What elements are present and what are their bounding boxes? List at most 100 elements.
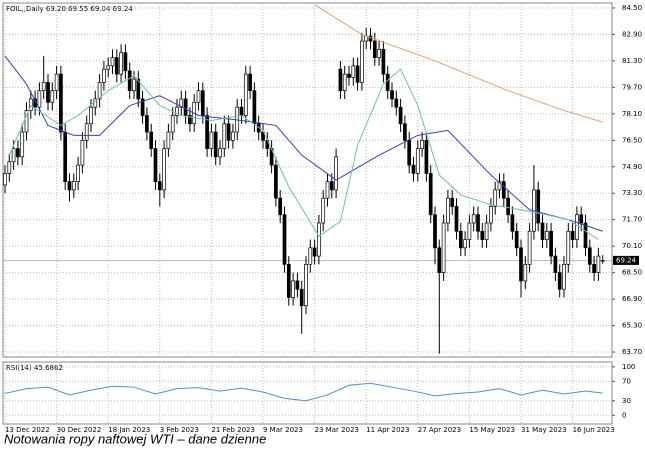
candle-body (317, 222, 321, 257)
candle-body (351, 65, 356, 78)
candle-body (557, 272, 562, 290)
candle-body (596, 255, 601, 273)
candle-body (458, 230, 463, 249)
candle-body (433, 214, 437, 249)
candle-body (360, 40, 364, 83)
chart-title: FOIL,,Daily 69.20 69.55 69.04 69.24 (6, 5, 133, 13)
candle-body (89, 106, 93, 125)
candle-body (566, 230, 571, 265)
candle-body (334, 156, 338, 191)
candle-body (450, 197, 455, 207)
candle-body (321, 197, 326, 224)
candle-body (312, 247, 317, 257)
line-series (314, 4, 603, 123)
x-tick-label: 27 Apr 2023 (418, 426, 461, 434)
x-tick-label: 23 Mar 2023 (315, 426, 359, 434)
candle-body (218, 148, 222, 158)
y-tick-label: 66.90 (622, 295, 642, 303)
candle-body (162, 148, 166, 191)
y-tick-label: 82.90 (622, 30, 642, 38)
line-series (4, 55, 603, 232)
candle-body (71, 181, 76, 191)
candle-body (342, 73, 347, 92)
candle-body (579, 214, 584, 224)
candle-body (149, 131, 154, 149)
candle-body (394, 98, 399, 108)
candle-body (454, 206, 459, 232)
y-tick-label: 70 (622, 377, 631, 385)
candle-body (274, 164, 278, 199)
y-tick-label: 84.50 (622, 4, 642, 12)
candle-body (463, 239, 467, 249)
candle-body (347, 73, 351, 78)
candle-body (106, 65, 111, 70)
candle-body (196, 90, 201, 103)
candle-body (140, 98, 145, 116)
candle-body (46, 82, 50, 103)
y-tick-label: 0 (622, 411, 626, 419)
candle-body (493, 189, 498, 207)
candle-body (540, 222, 545, 240)
rsi-title: RSI(14) 45.6862 (6, 364, 63, 372)
candle-body (407, 139, 412, 166)
y-tick-label: 74.90 (622, 163, 642, 171)
candle-body (377, 48, 381, 58)
candle-body (484, 222, 489, 240)
candle-body (544, 230, 549, 240)
last-price-box (613, 255, 639, 265)
candle-body (127, 70, 132, 92)
candle-body (390, 90, 394, 100)
candle-body (553, 255, 558, 273)
candle-body (329, 181, 334, 191)
candle-body (153, 148, 158, 183)
candle-body (519, 247, 523, 282)
y-tick-label: 100 (622, 363, 635, 371)
candle-body (536, 189, 541, 224)
candle-body (355, 65, 360, 83)
rsi-frame (2, 361, 613, 425)
candle-body (50, 90, 55, 103)
candle-body (80, 139, 85, 166)
candle-body (7, 161, 12, 174)
candle-body (213, 131, 218, 158)
candle-body (132, 78, 136, 92)
candle-body (385, 73, 390, 92)
y-tick-label: 65.30 (622, 322, 642, 330)
candle-body (261, 131, 265, 141)
candle-body (97, 82, 102, 100)
candle-body (20, 131, 25, 158)
candle-body (471, 214, 476, 224)
y-tick-label: 68.50 (622, 269, 642, 277)
candle-body (325, 181, 330, 199)
candle-body (291, 280, 295, 298)
candle-body (304, 264, 308, 307)
candle-body (338, 68, 343, 92)
candle-body (231, 131, 235, 141)
candle-body (37, 90, 42, 108)
candle-body (145, 115, 149, 133)
x-tick-label: 18 Jan 2023 (108, 426, 150, 434)
candle-body (226, 123, 231, 141)
candle-body (282, 214, 287, 265)
candle-body (420, 139, 424, 149)
candle-body (3, 173, 7, 186)
y-tick-label: 81.30 (622, 57, 642, 65)
candle-body (562, 264, 566, 290)
candle-body (136, 78, 141, 100)
caption: Notowania ropy naftowej WTI – dane dzien… (4, 431, 266, 446)
candle-body (295, 280, 300, 290)
y-tick-label: 70.10 (622, 242, 642, 250)
candle-body (476, 214, 480, 232)
candle-body (205, 115, 209, 149)
candle-body (157, 181, 162, 191)
candle-body (67, 181, 72, 191)
candle-body (123, 52, 128, 72)
candle-body (428, 173, 433, 216)
candle-body (170, 115, 175, 133)
y-tick-label: 71.70 (622, 216, 642, 224)
y-tick-label: 76.50 (622, 136, 642, 144)
candle-body (114, 57, 119, 75)
candle-body (175, 106, 179, 116)
x-tick-label: 15 May 2023 (469, 426, 515, 434)
